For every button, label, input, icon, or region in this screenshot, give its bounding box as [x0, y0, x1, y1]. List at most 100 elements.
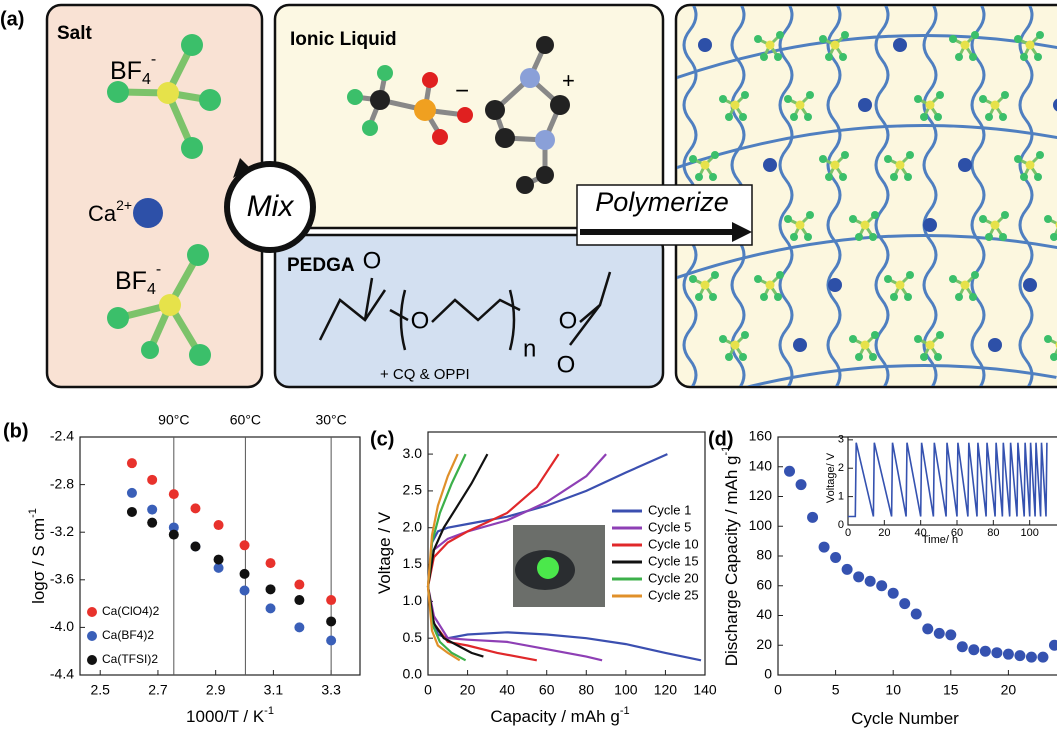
fluorine — [906, 151, 914, 159]
point — [979, 645, 991, 657]
point — [1048, 639, 1057, 651]
y-tick-label: 160 — [749, 428, 773, 444]
fluorine — [920, 353, 928, 361]
fluorine — [934, 353, 942, 361]
point — [945, 629, 957, 641]
polymerize-label: Polymerize — [595, 187, 729, 217]
fluorine — [985, 233, 993, 241]
y-axis-title: Voltage/ V — [825, 452, 837, 503]
point — [168, 489, 179, 500]
point — [147, 474, 158, 485]
boron — [765, 40, 775, 50]
fluorine — [839, 173, 847, 181]
calcium-ion — [763, 158, 777, 172]
point — [1037, 651, 1049, 663]
fluorine — [741, 331, 749, 339]
fluorine — [1020, 53, 1028, 61]
y-tick-label: 1.0 — [403, 592, 423, 608]
fluorine — [754, 275, 762, 283]
legend-label: Cycle 20 — [648, 570, 699, 585]
y-tick-label: -4.0 — [50, 618, 74, 634]
x-tick-label: 80 — [987, 527, 999, 539]
x-axis-title: Capacity / mAh g — [490, 707, 619, 726]
calcium-ion — [923, 218, 937, 232]
point — [294, 622, 305, 633]
point — [265, 584, 276, 595]
nitrogen — [535, 130, 555, 150]
legend-label: Ca(ClO4)2 — [102, 604, 160, 618]
fluorine — [760, 293, 768, 301]
point — [956, 641, 968, 653]
calcium-ion — [698, 38, 712, 52]
y-tick-label: 0 — [764, 666, 772, 682]
series-line — [426, 453, 461, 662]
fluorine — [1014, 35, 1022, 43]
additives: + CQ & OPPI — [380, 366, 470, 383]
y-tick-label: 60 — [756, 576, 772, 592]
point — [853, 571, 865, 583]
y-tick-label: 40 — [756, 606, 772, 622]
fluorine — [871, 331, 879, 339]
fluorine — [869, 233, 877, 241]
legend-label: Cycle 25 — [648, 587, 699, 602]
fluorine — [784, 95, 792, 103]
x-axis-unit-sup: -1 — [264, 705, 274, 717]
polymer-chain — [922, 6, 938, 386]
carbon — [495, 128, 515, 148]
fluorine — [1034, 173, 1042, 181]
fluorine — [1036, 151, 1044, 159]
fluorine — [825, 173, 833, 181]
point — [818, 541, 830, 553]
fluorine — [825, 53, 833, 61]
x-tick-label: 100 — [1020, 527, 1038, 539]
x-tick-label: 2.9 — [206, 682, 226, 698]
fluorine — [199, 89, 221, 111]
fluorine — [920, 113, 928, 121]
formula: Ca — [88, 201, 117, 226]
polymer-chain — [826, 6, 842, 386]
y-tick-label: -4.4 — [50, 666, 74, 682]
fluorine — [784, 215, 792, 223]
y-axis-label: Discharge Capacity / mAh g-1 — [720, 446, 742, 666]
point — [126, 506, 137, 517]
fluorine — [819, 155, 827, 163]
fluorine — [725, 353, 733, 361]
superscript: - — [156, 261, 161, 278]
series-line — [426, 453, 607, 662]
fluorine — [971, 31, 979, 39]
atom-label: O — [411, 307, 430, 334]
point — [126, 487, 137, 498]
boron — [860, 220, 870, 230]
salt-title: Salt — [57, 23, 93, 44]
calcium-ion — [1023, 278, 1037, 292]
y-tick-label: 2 — [838, 462, 844, 474]
fluorine — [362, 120, 378, 136]
y-tick-label: -3.6 — [50, 571, 74, 587]
fluorine — [1001, 91, 1009, 99]
fluorine — [804, 233, 812, 241]
boron — [830, 40, 840, 50]
legend-label: Ca(TFSI)2 — [102, 652, 158, 666]
fluorine — [979, 215, 987, 223]
x-tick-label: 20 — [460, 682, 476, 698]
calcium-ion — [988, 338, 1002, 352]
fluorine — [904, 293, 912, 301]
fluorine — [1014, 155, 1022, 163]
y-tick-label: 0.0 — [403, 666, 423, 682]
fluorine — [806, 91, 814, 99]
fluorine — [377, 65, 393, 81]
carbon — [536, 36, 554, 54]
point — [265, 558, 276, 569]
legend-marker — [87, 655, 97, 665]
mix-arrowhead — [233, 158, 250, 178]
boron — [925, 340, 935, 350]
boron — [895, 280, 905, 290]
point — [784, 465, 796, 477]
repeat-label: n — [523, 335, 536, 362]
point — [239, 568, 250, 579]
fluorine — [719, 95, 727, 103]
fluorine — [1036, 31, 1044, 39]
oxygen — [422, 72, 438, 88]
fluorine — [804, 113, 812, 121]
